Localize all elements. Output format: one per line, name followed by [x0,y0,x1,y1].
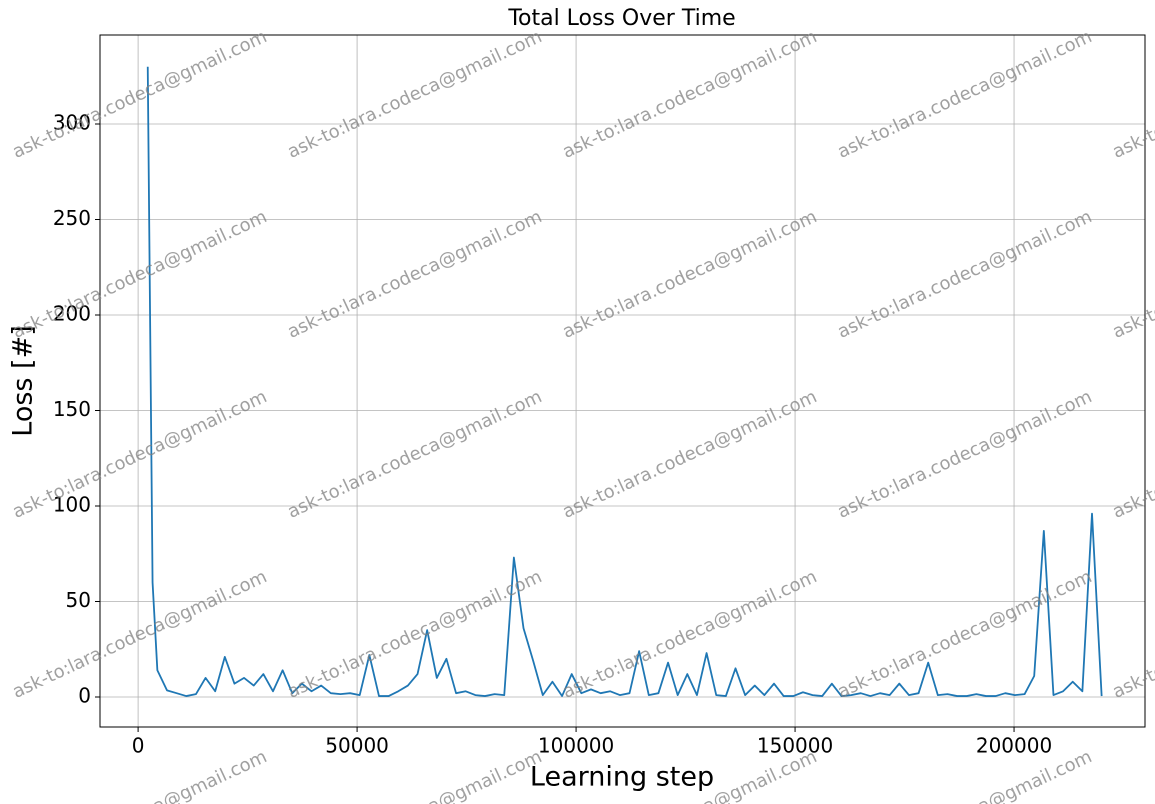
watermark: ask-to:lara.codeca@gmail.com [559,566,820,703]
watermark: ask-to:lara.codeca@gmail.com [284,26,545,163]
x-tick-label: 0 [132,734,145,758]
watermark: ask-to:lara.codeca@gmail.com [559,26,820,163]
watermark: ask-to:lara.codeca@gmail.com [9,566,270,703]
watermark: ask-to:lara.codeca@gmail.com [1109,26,1155,163]
y-tick-label: 150 [53,397,91,421]
watermark: ask-to:lara.codeca@gmail.com [834,26,1095,163]
watermark: ask-to:lara.codeca@gmail.com [834,746,1095,804]
watermark: ask-to:lara.codeca@gmail.com [284,566,545,703]
watermark: ask-to:lara.codeca@gmail.com [9,386,270,523]
watermark: ask-to:lara.codeca@gmail.com [284,746,545,804]
y-tick-label: 300 [53,111,91,135]
x-tick-label: 200000 [976,734,1052,758]
watermark: ask-to:lara.codeca@gmail.com [9,206,270,343]
watermark: ask-to:lara.codeca@gmail.com [834,566,1095,703]
watermark: ask-to:lara.codeca@gmail.com [834,206,1095,343]
x-tick-label: 150000 [757,734,833,758]
y-tick-label: 100 [53,493,91,517]
chart-title: Total Loss Over Time [507,6,735,31]
x-tick-label: 50000 [325,734,389,758]
y-axis-label: Loss [#] [8,325,39,437]
y-tick-label: 250 [53,206,91,230]
y-tick-label: 200 [53,302,91,326]
watermark: ask-to:lara.codeca@gmail.com [284,386,545,523]
watermark: ask-to:lara.codeca@gmail.com [1109,566,1155,703]
y-tick-label: 0 [78,684,91,708]
plot-frame [99,34,1146,728]
x-axis-label: Learning step [530,762,714,793]
watermark: ask-to:lara.codeca@gmail.com [1109,206,1155,343]
x-tick-label: 100000 [538,734,614,758]
watermark: ask-to:lara.codeca@gmail.com [1109,746,1155,804]
watermark: ask-to:lara.codeca@gmail.com [834,386,1095,523]
y-tick-label: 50 [66,588,91,612]
watermark: ask-to:lara.codeca@gmail.com [1109,386,1155,523]
watermark: ask-to:lara.codeca@gmail.com [559,386,820,523]
watermark: ask-to:lara.codeca@gmail.com [9,26,270,163]
watermark: ask-to:lara.codeca@gmail.com [559,206,820,343]
line [146,66,1103,697]
watermark: ask-to:lara.codeca@gmail.com [284,206,545,343]
